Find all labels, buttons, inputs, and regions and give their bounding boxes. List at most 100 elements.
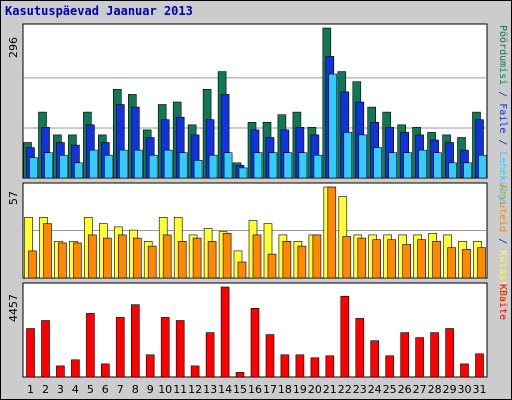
bar-arvuteid-day-31: [477, 247, 486, 279]
bar-arvuteid-day-3: [58, 242, 67, 279]
legend-top: Pöördumisi / Faile / Lehekülgi: [497, 25, 508, 206]
bar-lehekülgi-day-20: [313, 154, 323, 179]
bar-arvuteid-day-22: [342, 236, 352, 279]
bar-lehekülgi-day-27: [418, 149, 427, 179]
bar-lehekülgi-day-22: [343, 132, 353, 179]
bar-lehekülgi-day-1: [29, 157, 38, 179]
bar-kbaite-day-9: [145, 354, 155, 378]
bar-kbaite-day-2: [41, 320, 50, 378]
x-tick-day-11: 11: [173, 383, 187, 396]
legend-bottom: KBaite: [497, 284, 508, 320]
bar-lehekülgi-day-25: [388, 152, 398, 179]
x-tick-day-1: 1: [27, 383, 34, 396]
x-tick-day-16: 16: [248, 383, 262, 396]
x-tick-day-24: 24: [368, 383, 382, 396]
x-tick-day-13: 13: [203, 383, 217, 396]
bar-arvuteid-day-6: [103, 237, 112, 279]
bar-kbaite-day-23: [355, 318, 365, 378]
bar-arvuteid-day-14: [222, 233, 232, 279]
bar-arvuteid-day-24: [372, 239, 382, 279]
bar-lehekülgi-day-10: [163, 149, 173, 179]
bar-kbaite-day-18: [280, 354, 290, 378]
bar-kbaite-day-8: [131, 304, 140, 378]
bar-arvuteid-day-2: [43, 223, 52, 279]
bar-kbaite-day-30: [460, 363, 469, 378]
bar-arvuteid-day-8: [133, 237, 142, 279]
x-tick-day-7: 7: [117, 383, 124, 396]
bar-kbaite-day-6: [101, 363, 110, 378]
x-tick-day-19: 19: [293, 383, 307, 396]
bar-lehekülgi-day-15: [238, 167, 248, 179]
bar-arvuteid-day-21: [327, 186, 337, 279]
bar-arvuteid-day-12: [192, 237, 202, 279]
bar-kbaite-day-11: [175, 320, 185, 378]
y-max-label-bottom: 4457: [7, 294, 20, 322]
legend-entry: KBaite: [497, 284, 508, 320]
bar-arvuteid-day-27: [417, 239, 426, 279]
bar-arvuteid-day-28: [432, 241, 441, 279]
bar-arvuteid-day-7: [118, 234, 127, 279]
bar-kbaite-day-16: [250, 307, 260, 378]
bar-lehekülgi-day-17: [268, 152, 278, 179]
bar-kbaite-day-29: [445, 328, 454, 378]
x-tick-day-25: 25: [383, 383, 397, 396]
bar-lehekülgi-day-23: [358, 134, 368, 179]
bar-lehekülgi-day-4: [74, 162, 83, 179]
x-tick-day-17: 17: [263, 383, 277, 396]
bar-arvuteid-day-17: [267, 253, 277, 279]
bar-arvuteid-day-10: [162, 234, 172, 279]
legend-entry: Faile: [497, 103, 508, 133]
x-tick-day-23: 23: [353, 383, 367, 396]
x-tick-day-9: 9: [147, 383, 154, 396]
bar-kbaite-day-25: [385, 355, 395, 378]
bar-arvuteid-day-19: [297, 245, 307, 279]
x-tick-day-22: 22: [338, 383, 352, 396]
bar-arvuteid-day-20: [312, 234, 322, 279]
bar-lehekülgi-day-13: [208, 154, 218, 179]
x-tick-day-28: 28: [428, 383, 442, 396]
legend-entry: Pöördumisi: [497, 25, 508, 85]
bar-kbaite-day-24: [370, 340, 380, 378]
bar-arvuteid-day-11: [177, 241, 187, 279]
bar-kbaite-day-28: [430, 332, 439, 378]
y-max-label-top: 296: [7, 37, 20, 58]
bar-kbaite-day-19: [295, 354, 305, 378]
bar-kbaite-day-20: [310, 357, 320, 378]
bar-kbaite-day-21: [325, 355, 335, 378]
x-tick-day-6: 6: [102, 383, 109, 396]
x-tick-day-21: 21: [323, 383, 337, 396]
bar-arvuteid-day-4: [73, 242, 82, 279]
bar-kbaite-day-10: [160, 317, 170, 378]
x-tick-day-27: 27: [413, 383, 427, 396]
x-tick-day-30: 30: [458, 383, 472, 396]
bar-lehekülgi-day-8: [134, 149, 143, 179]
bar-kbaite-day-12: [190, 365, 200, 378]
bar-lehekülgi-day-14: [223, 152, 233, 179]
x-tick-day-31: 31: [473, 383, 487, 396]
bar-arvuteid-day-15: [237, 261, 247, 279]
x-tick-day-12: 12: [188, 383, 202, 396]
x-tick-day-14: 14: [218, 383, 232, 396]
bar-arvuteid-day-16: [252, 234, 262, 279]
bar-lehekülgi-day-30: [463, 162, 472, 179]
bar-lehekülgi-day-21: [328, 73, 338, 179]
bar-kbaite-day-14: [220, 286, 230, 378]
x-tick-day-20: 20: [308, 383, 322, 396]
bar-lehekülgi-day-11: [178, 152, 188, 179]
bar-lehekülgi-day-28: [433, 152, 442, 179]
legend-entry: /: [497, 232, 508, 250]
bar-arvuteid-day-13: [207, 241, 217, 279]
legend-entry: Lehekülgi: [497, 151, 508, 205]
x-tick-day-15: 15: [233, 383, 247, 396]
x-tick-day-5: 5: [87, 383, 94, 396]
bar-kbaite-day-13: [205, 332, 215, 378]
bar-lehekülgi-day-7: [119, 149, 128, 179]
x-tick-day-26: 26: [398, 383, 412, 396]
bar-arvuteid-day-9: [147, 245, 157, 279]
x-tick-day-8: 8: [132, 383, 139, 396]
bar-lehekülgi-day-2: [44, 152, 53, 179]
bar-kbaite-day-17: [265, 334, 275, 378]
bar-kbaite-day-5: [86, 313, 95, 378]
bar-lehekülgi-day-3: [59, 154, 68, 179]
